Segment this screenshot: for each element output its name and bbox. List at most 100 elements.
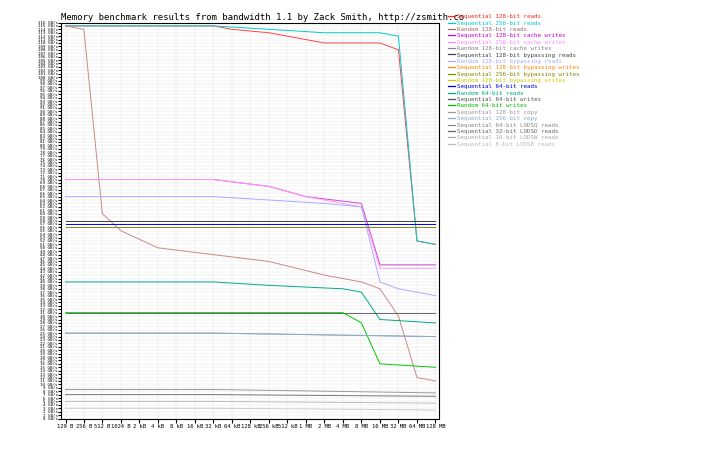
Random 128-bit bypassing writes — [413, 221, 421, 227]
Sequential 128-bit bypassing reads — [98, 218, 107, 223]
Sequential 256-bit bypassing writes — [413, 225, 421, 230]
Sequential 256-bit copy — [320, 332, 329, 338]
Random 128-bit bypassing reads — [431, 293, 440, 298]
Random 128-bit bypassing reads — [413, 289, 421, 295]
Sequential 16-bit LODSW reads — [376, 400, 384, 405]
Sequential 16-bit LODSW reads — [357, 400, 366, 405]
Sequential 64-bit LODSQ reads — [431, 390, 440, 396]
Line: Sequential 16-bit LODSW reads: Sequential 16-bit LODSW reads — [66, 401, 436, 403]
Random 128-bit bypassing writes — [209, 221, 217, 227]
Sequential 128-bit bypassing reads — [320, 218, 329, 223]
Sequential 256-bit reads — [117, 23, 125, 29]
Sequential 8-bit LODSB reads — [264, 406, 273, 411]
Random 64-bit writes — [357, 320, 366, 326]
Sequential 256-bit reads — [431, 242, 440, 247]
Random 64-bit writes — [302, 310, 310, 315]
Sequential 64-bit writes — [283, 310, 292, 315]
Sequential 64-bit LODSQ reads — [246, 387, 255, 393]
Random 128-bit bypassing writes — [153, 221, 162, 227]
Sequential 64-bit writes — [209, 310, 217, 315]
Sequential 128-bit bypassing reads — [376, 218, 384, 223]
Sequential 64-bit LODSQ reads — [61, 387, 70, 392]
Sequential 64-bit writes — [246, 310, 255, 315]
Line: Sequential 32-bit LODSD reads: Sequential 32-bit LODSD reads — [66, 395, 436, 396]
Random 128-bit cache writes — [79, 218, 88, 223]
Sequential 32-bit LODSD reads — [320, 393, 329, 398]
Random 128-bit cache writes — [209, 218, 217, 223]
Sequential 64-bit reads — [61, 221, 70, 227]
Sequential 64-bit LODSQ reads — [338, 389, 347, 394]
Sequential 16-bit LODSW reads — [61, 399, 70, 404]
Random 64-bit reads — [209, 279, 217, 285]
Sequential 128-bit bypassing reads — [117, 218, 125, 223]
Sequential 16-bit LODSW reads — [320, 400, 329, 405]
Sequential 8-bit LODSB reads — [61, 405, 70, 411]
Sequential 64-bit LODSQ reads — [79, 387, 88, 392]
Sequential 256-bit copy — [357, 333, 366, 338]
Random 128-bit bypassing writes — [228, 221, 236, 227]
Sequential 32-bit LODSD reads — [246, 392, 255, 398]
Sequential 128-bit reads — [283, 33, 292, 39]
Sequential 128-bit cache writes — [191, 177, 199, 182]
Random 128-bit bypassing reads — [320, 201, 329, 206]
Random 128-bit bypassing reads — [79, 194, 88, 199]
Random 128-bit bypassing reads — [283, 198, 292, 204]
Sequential 128-bit bypassing writes — [431, 221, 440, 227]
Sequential 128-bit copy — [117, 330, 125, 336]
Sequential 128-bit copy — [413, 333, 421, 339]
Random 128-bit bypassing reads — [246, 196, 255, 202]
Sequential 32-bit LODSD reads — [431, 394, 440, 399]
Random 128-bit reads — [320, 272, 329, 278]
Random 128-bit bypassing reads — [117, 194, 125, 199]
Sequential 16-bit LODSW reads — [431, 400, 440, 406]
Sequential 64-bit writes — [135, 310, 144, 315]
Sequential 32-bit LODSD reads — [117, 392, 125, 397]
Line: Sequential 128-bit cache writes: Sequential 128-bit cache writes — [66, 180, 436, 265]
Line: Sequential 8-bit LODSB reads: Sequential 8-bit LODSB reads — [66, 408, 436, 410]
Sequential 256-bit copy — [413, 333, 421, 339]
Sequential 8-bit LODSB reads — [320, 406, 329, 412]
Sequential 256-bit cache writes — [117, 177, 125, 182]
Sequential 8-bit LODSB reads — [79, 405, 88, 411]
Line: Sequential 256-bit copy: Sequential 256-bit copy — [66, 333, 436, 337]
Sequential 64-bit reads — [413, 221, 421, 227]
Sequential 128-bit copy — [338, 333, 347, 338]
Sequential 128-bit reads — [320, 40, 329, 46]
Line: Random 128-bit bypassing reads: Random 128-bit bypassing reads — [66, 197, 436, 296]
Random 128-bit cache writes — [172, 218, 181, 223]
Random 128-bit reads — [61, 23, 70, 29]
Sequential 256-bit reads — [264, 27, 273, 32]
Sequential 128-bit reads — [228, 27, 236, 32]
Random 64-bit writes — [413, 364, 421, 369]
Sequential 128-bit bypassing writes — [79, 221, 88, 227]
Sequential 128-bit bypassing writes — [61, 221, 70, 227]
Sequential 128-bit copy — [394, 333, 402, 339]
Sequential 32-bit LODSD reads — [191, 392, 199, 397]
Sequential 8-bit LODSB reads — [338, 406, 347, 412]
Sequential 128-bit bypassing writes — [98, 221, 107, 227]
Sequential 128-bit reads — [338, 40, 347, 46]
Sequential 256-bit copy — [209, 330, 217, 336]
Sequential 128-bit copy — [209, 330, 217, 336]
Sequential 8-bit LODSB reads — [246, 406, 255, 411]
Line: Sequential 64-bit LODSQ reads: Sequential 64-bit LODSQ reads — [66, 390, 436, 393]
Sequential 64-bit writes — [302, 310, 310, 315]
Random 128-bit reads — [79, 27, 88, 32]
Random 128-bit reads — [338, 276, 347, 281]
Line: Sequential 256-bit cache writes: Sequential 256-bit cache writes — [66, 180, 436, 268]
Sequential 256-bit copy — [246, 331, 255, 337]
Random 64-bit writes — [320, 310, 329, 315]
Random 128-bit reads — [228, 254, 236, 260]
Sequential 128-bit copy — [320, 332, 329, 338]
Random 128-bit reads — [413, 375, 421, 380]
Sequential 128-bit cache writes — [320, 196, 329, 202]
Random 128-bit cache writes — [264, 218, 273, 223]
Sequential 8-bit LODSB reads — [153, 405, 162, 411]
Sequential 128-bit copy — [302, 332, 310, 338]
Sequential 128-bit cache writes — [135, 177, 144, 182]
Sequential 64-bit writes — [61, 310, 70, 315]
Sequential 64-bit LODSQ reads — [172, 387, 181, 392]
Random 128-bit bypassing writes — [320, 221, 329, 227]
Sequential 64-bit LODSQ reads — [357, 389, 366, 395]
Random 128-bit reads — [135, 237, 144, 242]
